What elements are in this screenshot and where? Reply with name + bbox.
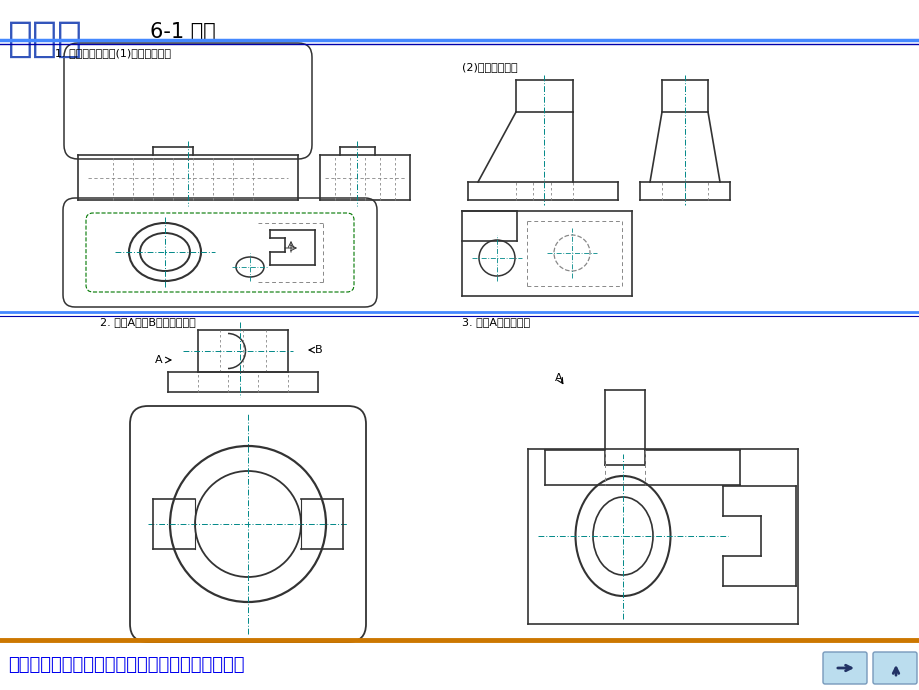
Ellipse shape: [140, 233, 190, 271]
Circle shape: [479, 240, 515, 276]
Text: 3. 补画A向斜视图。: 3. 补画A向斜视图。: [461, 317, 529, 327]
Text: B: B: [314, 345, 323, 355]
Circle shape: [195, 471, 301, 577]
FancyBboxPatch shape: [85, 213, 354, 292]
Text: A: A: [554, 373, 562, 383]
Ellipse shape: [593, 497, 652, 575]
Text: 1. 补画基本视图。(1)补画俯视图。: 1. 补画基本视图。(1)补画俯视图。: [55, 48, 171, 58]
Text: 6-1 视图: 6-1 视图: [150, 22, 216, 42]
Text: A: A: [154, 355, 163, 365]
Ellipse shape: [575, 476, 670, 596]
Text: 请用鼠标点击需要解答的习题。或翻页寻找习题。: 请用鼠标点击需要解答的习题。或翻页寻找习题。: [8, 656, 244, 674]
Ellipse shape: [129, 223, 200, 281]
FancyBboxPatch shape: [62, 198, 377, 307]
Text: (2)补画右视图。: (2)补画右视图。: [461, 62, 517, 72]
FancyBboxPatch shape: [872, 652, 916, 684]
FancyBboxPatch shape: [130, 406, 366, 642]
Circle shape: [553, 235, 589, 271]
Text: 2. 补画A向、B向局部视图。: 2. 补画A向、B向局部视图。: [100, 317, 196, 327]
Circle shape: [170, 446, 325, 602]
Ellipse shape: [236, 257, 264, 277]
FancyBboxPatch shape: [823, 652, 866, 684]
FancyBboxPatch shape: [64, 43, 312, 159]
Text: 第六章: 第六章: [8, 18, 83, 60]
